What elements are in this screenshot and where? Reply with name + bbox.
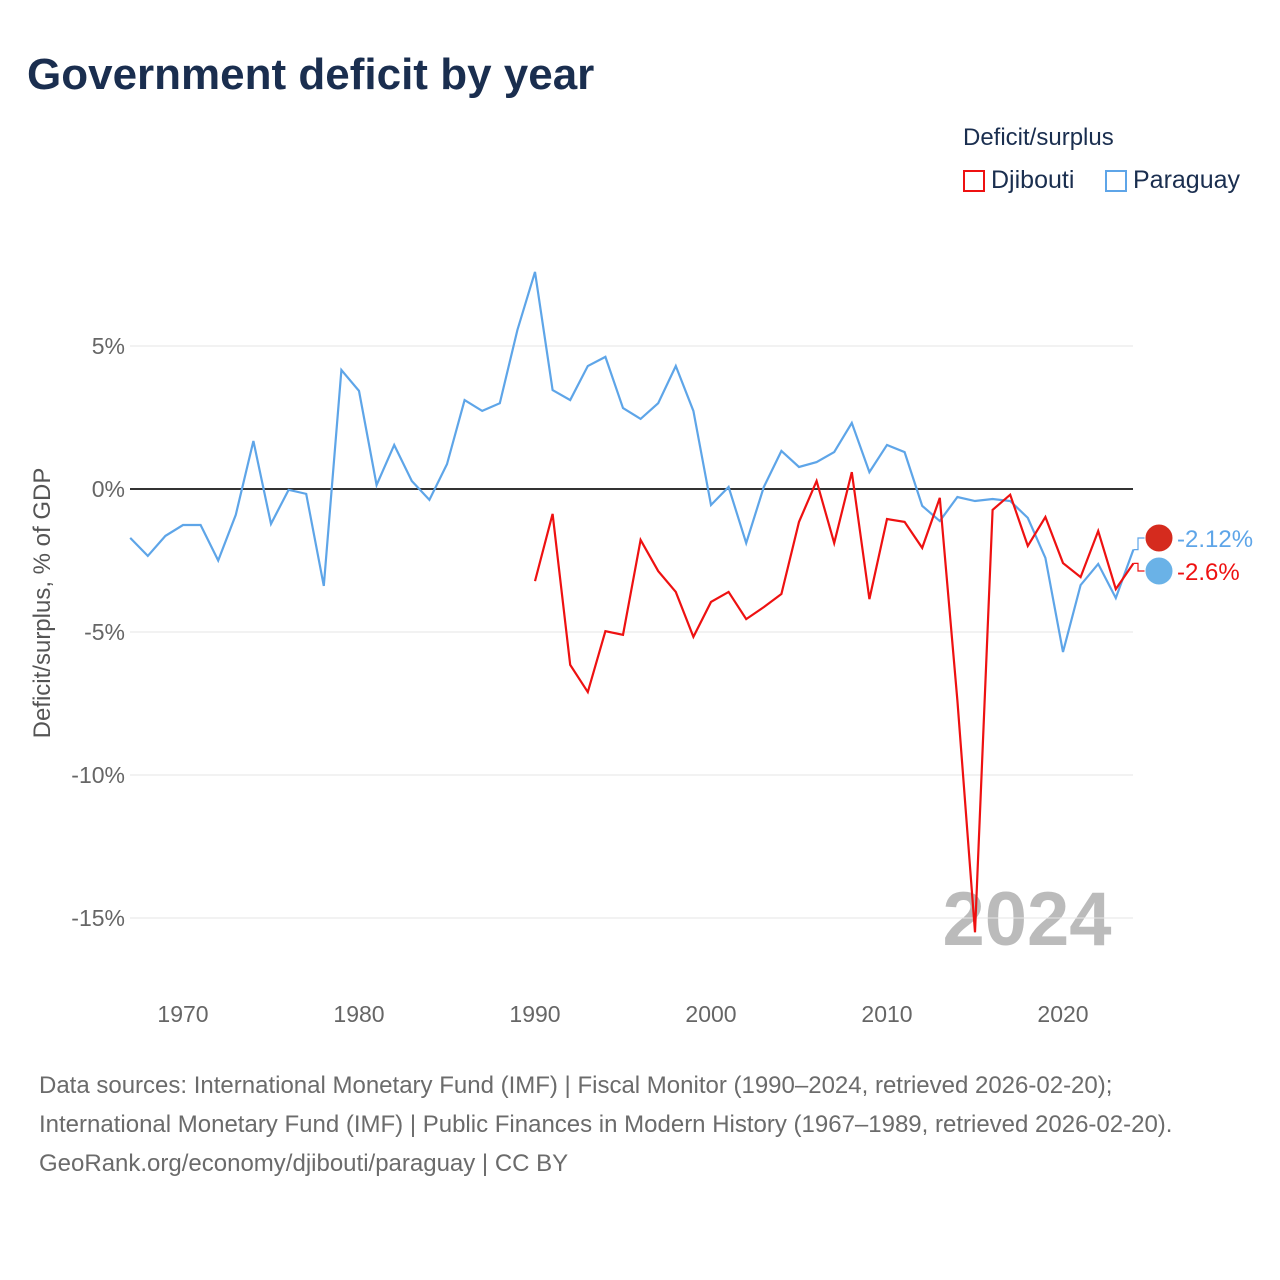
end-value-label: -2.12%	[1177, 526, 1253, 553]
footer: Data sources: International Monetary Fun…	[39, 1066, 1239, 1183]
data-sources: Data sources: International Monetary Fun…	[39, 1072, 1173, 1138]
legend-swatch	[963, 169, 985, 192]
legend-item-paraguay[interactable]: Paraguay	[1105, 166, 1240, 195]
legend-item-djibouti[interactable]: Djibouti	[963, 166, 1074, 195]
x-tick-label: 1990	[509, 1001, 560, 1027]
flag-icon-djibouti	[1144, 556, 1174, 586]
plot-area: 2024 Deficit/surplus, % of GDP 5% 0% -5% -1…	[29, 271, 1253, 1027]
credit-link[interactable]: GeoRank.org/economy/djibouti/paraguay | …	[39, 1150, 569, 1177]
y-tick-label: -10%	[71, 762, 125, 788]
y-axis-label: Deficit/surplus, % of GDP	[29, 468, 56, 739]
x-tick-label: 2010	[861, 1001, 912, 1027]
y-tick-label: 0%	[92, 476, 125, 502]
x-tick-label: 1970	[157, 1001, 208, 1027]
x-tick-label: 2000	[685, 1001, 736, 1027]
end-connector	[1133, 562, 1145, 572]
flag-icon-paraguay	[1144, 523, 1174, 553]
legend-title: Deficit/surplus	[963, 124, 1114, 151]
legend-swatch	[1105, 169, 1127, 192]
y-tick-label: -5%	[84, 619, 125, 645]
end-value-label: -2.6%	[1177, 559, 1240, 586]
y-tick-label: 5%	[92, 333, 125, 359]
x-tick-label: 1980	[333, 1001, 384, 1027]
x-tick-label: 2020	[1037, 1001, 1088, 1027]
legend-label: Paraguay	[1133, 166, 1241, 194]
year-watermark: 2024	[942, 877, 1111, 962]
chart-title: Government deficit by year	[27, 50, 595, 99]
legend-label: Djibouti	[991, 166, 1075, 194]
series-line-djibouti	[533, 471, 1135, 933]
end-connector	[1133, 537, 1145, 551]
y-tick-label: -15%	[71, 905, 125, 931]
series-line-paraguay	[129, 271, 1135, 653]
